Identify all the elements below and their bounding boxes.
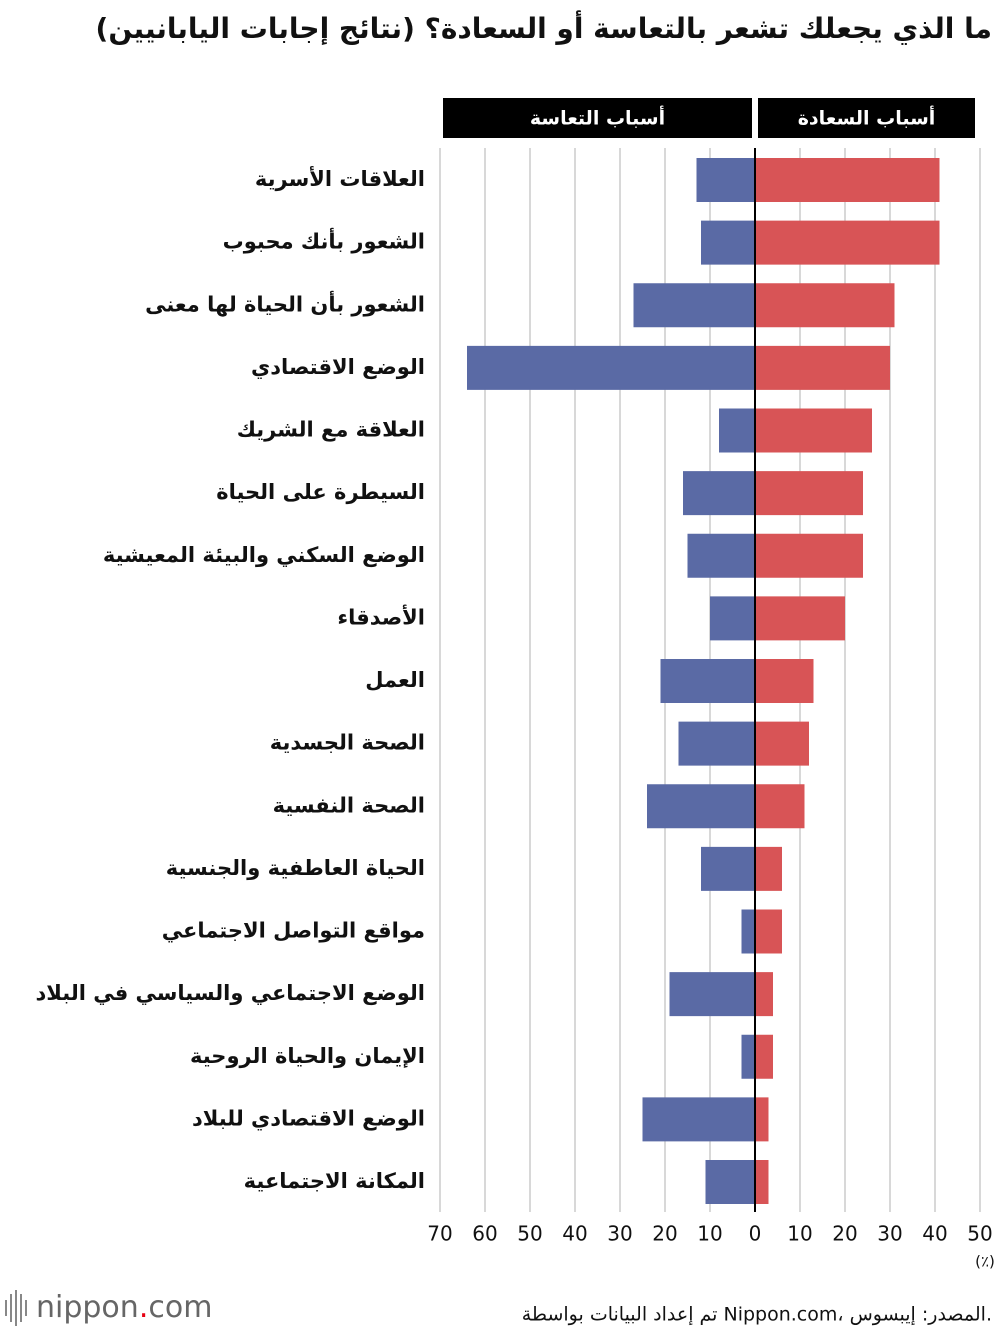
bar (647, 784, 755, 829)
category-label: العلاقات الأسرية (255, 165, 425, 191)
bar (755, 345, 890, 390)
bar (701, 220, 755, 265)
bar (755, 283, 895, 328)
legend-label: أسباب التعاسة (530, 106, 665, 130)
category-label: المكانة الاجتماعية (244, 1169, 425, 1193)
bar (683, 471, 755, 516)
bar (741, 1034, 755, 1079)
bar (755, 1160, 769, 1204)
bar (755, 972, 773, 1017)
x-tick-label: 30 (877, 1222, 902, 1246)
legend-box (443, 98, 752, 138)
x-tick-label: 20 (832, 1222, 857, 1246)
x-tick-label: 0 (749, 1222, 762, 1246)
x-tick-label: 10 (787, 1222, 812, 1246)
category-label: الأصدقاء (337, 603, 425, 629)
bar (755, 596, 845, 641)
x-tick-label: 30 (607, 1222, 632, 1246)
legend-label: أسباب السعادة (798, 106, 936, 130)
category-label: العمل (365, 668, 425, 692)
bar (755, 533, 863, 578)
category-label: الصحة الجسدية (270, 731, 425, 755)
logo-text: com (148, 1290, 212, 1325)
logo: nippon.com (36, 1290, 212, 1325)
bar (755, 471, 863, 516)
logo-text: nippon (36, 1290, 139, 1325)
category-label: الحياة العاطفية والجنسية (166, 856, 425, 880)
bar (755, 1034, 773, 1079)
x-tick-label: 70 (427, 1222, 452, 1246)
x-tick-label: 10 (697, 1222, 722, 1246)
x-tick-label: 40 (922, 1222, 947, 1246)
category-label: الشعور بأنك محبوب (223, 227, 425, 254)
bar (755, 1097, 769, 1142)
bar (755, 158, 940, 202)
bar (755, 909, 782, 954)
bar (633, 283, 755, 328)
category-label: العلاقة مع الشريك (237, 418, 425, 442)
chart-title: ما الذي يجعلك تشعر بالتعاسة أو السعادة؟ … (96, 10, 992, 46)
category-label: السيطرة على الحياة (216, 480, 425, 504)
x-tick-label: 50 (517, 1222, 542, 1246)
bar (660, 659, 755, 703)
bar (755, 220, 940, 265)
bar (678, 721, 755, 766)
category-label: الوضع الاقتصادي للبلاد (192, 1106, 425, 1131)
x-tick-label: 20 (652, 1222, 677, 1246)
category-label: الصحة النفسية (273, 793, 425, 817)
x-tick-label: 60 (472, 1222, 497, 1246)
bar (741, 909, 755, 954)
category-label: الإيمان والحياة الروحية (190, 1044, 425, 1068)
bar (669, 972, 755, 1017)
bar (755, 721, 809, 766)
bar (705, 1160, 755, 1204)
x-tick-label: 50 (967, 1222, 992, 1246)
bar (687, 533, 755, 578)
category-label: الشعور بأن الحياة لها معنى (145, 289, 425, 316)
bar (642, 1097, 755, 1142)
category-label: مواقع التواصل الاجتماعي (162, 919, 425, 943)
category-label: الوضع الاقتصادي (251, 355, 425, 380)
bar (696, 158, 755, 202)
unit-label: (٪) (975, 1253, 995, 1271)
bar (755, 846, 782, 891)
category-label: الوضع السكني والبيئة المعيشية (103, 543, 425, 567)
bar (710, 596, 755, 641)
bar (701, 846, 755, 891)
bar (719, 408, 755, 453)
category-label: الوضع الاجتماعي والسياسي في البلاد (36, 981, 425, 1005)
bar (755, 659, 814, 703)
logo-mark (5, 1290, 27, 1326)
legend-box (758, 98, 975, 138)
x-tick-label: 40 (562, 1222, 587, 1246)
source: تم إعداد البيانات بواسطة Nippon.com، الم… (522, 1304, 992, 1327)
bar (467, 345, 755, 390)
logo-dot: . (139, 1290, 149, 1325)
bar (755, 784, 805, 829)
bar (755, 408, 872, 453)
